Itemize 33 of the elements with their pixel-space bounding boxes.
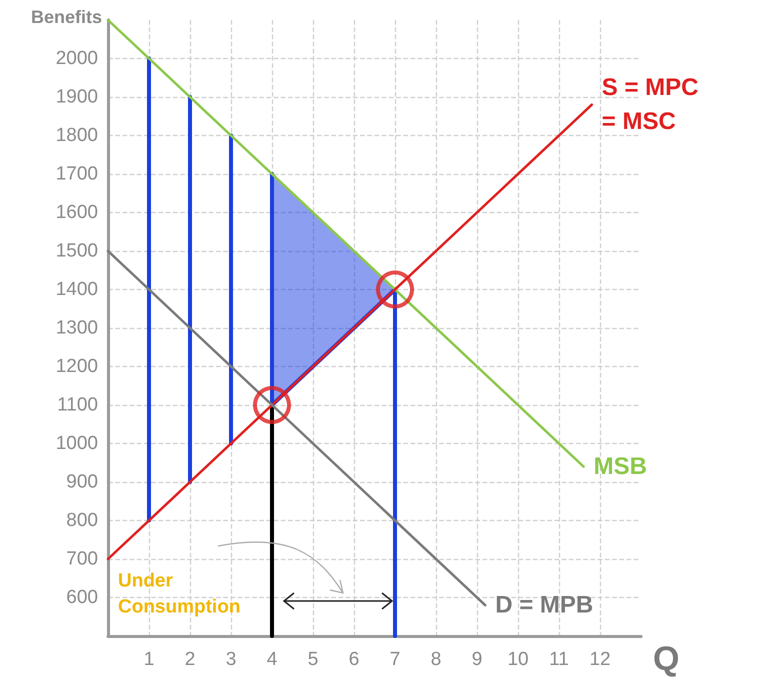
x-tick-label: 1 (144, 649, 154, 670)
x-tick-label: 6 (348, 649, 360, 670)
x-tick-label: 5 (308, 649, 318, 670)
y-tick-label: 1200 (56, 356, 98, 377)
y-tick-label: 1900 (56, 86, 98, 108)
x-tick-label: 4 (266, 649, 278, 670)
y-tick-label: 1600 (56, 202, 98, 223)
y-tick-label: 1000 (56, 433, 98, 454)
x-axis-title: Q (653, 640, 680, 678)
x-tick-label: 12 (589, 649, 611, 670)
y-tick-label: 2000 (56, 48, 98, 69)
x-tick-label: 7 (390, 649, 400, 670)
x-tick-label: 2 (184, 649, 196, 670)
x-tick-label: 8 (430, 649, 442, 670)
annotation: Under Consumption (118, 570, 240, 618)
y-tick-label: 800 (66, 510, 98, 531)
x-tick-label: 3 (226, 649, 236, 670)
x-tick-label: 9 (472, 649, 482, 670)
x-tick-label: 11 (549, 649, 569, 670)
y-tick-label: 1300 (56, 318, 98, 338)
y-tick-label: 1400 (56, 279, 98, 300)
x-tick-label: 10 (507, 649, 529, 670)
y-tick-label: 600 (66, 587, 98, 608)
y-tick-label: 1800 (56, 125, 98, 146)
y-tick-label: 1100 (57, 394, 98, 416)
y-tick-label: 700 (66, 548, 98, 570)
y-tick-label: 900 (66, 472, 98, 492)
y-tick-label: 1500 (56, 240, 98, 262)
y-axis-title: Benefits (30, 7, 102, 27)
y-tick-label: 1700 (56, 164, 98, 184)
series-label: D = MPB (495, 592, 594, 619)
series-label: S = MPC = MSC (602, 74, 706, 136)
series-label: MSB (594, 453, 647, 480)
